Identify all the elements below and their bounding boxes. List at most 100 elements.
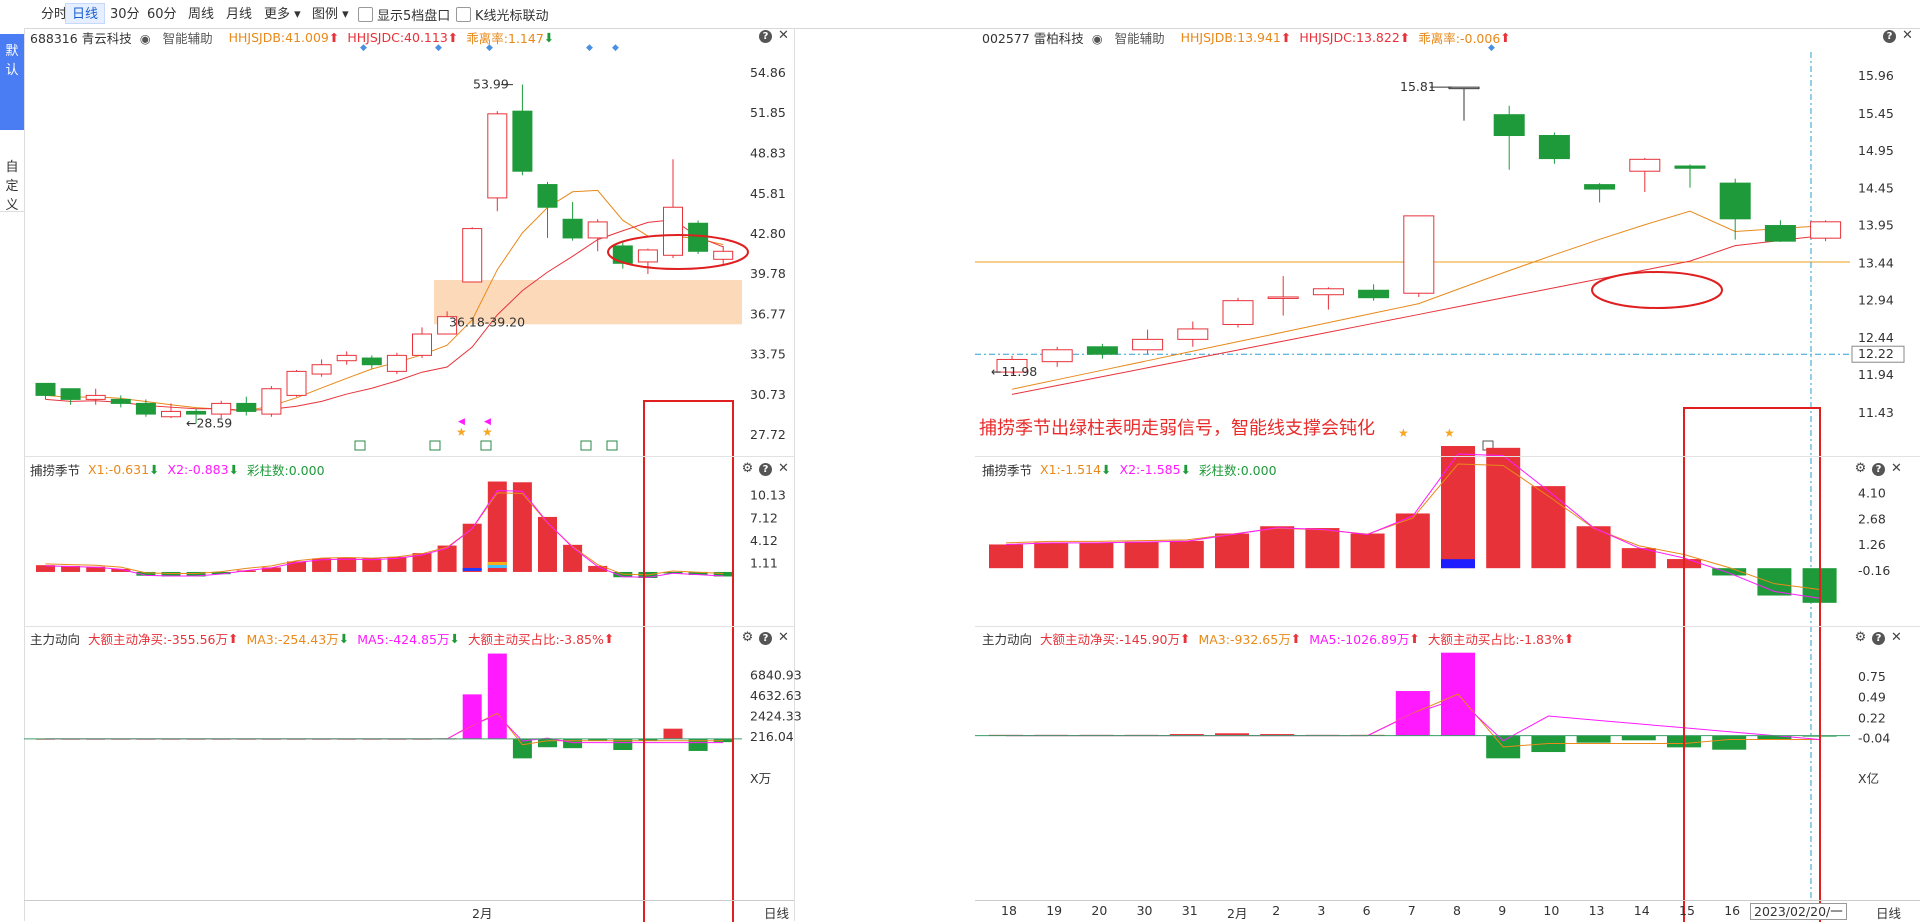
- season-bar: [989, 544, 1023, 569]
- close-icon[interactable]: ✕: [778, 461, 789, 476]
- sidebar-tab-custom[interactable]: 自定义: [0, 132, 24, 213]
- gear-icon[interactable]: ⚙: [1854, 630, 1867, 645]
- candle-body: [186, 410, 207, 415]
- date-axis-label: 14: [1633, 903, 1650, 918]
- divider: [975, 456, 1920, 457]
- season-axis-label: 2.68: [1858, 511, 1886, 526]
- right-assist-toggle[interactable]: ◉ 智能辅助: [1092, 28, 1173, 47]
- close-icon[interactable]: ✕: [1902, 28, 1913, 43]
- candle-body: [713, 250, 734, 260]
- up-arrow-icon: ⬆: [328, 29, 340, 45]
- event-marker-icon: ◆: [1488, 43, 1495, 53]
- right-price-header: 002577 雷柏科技 ◉ 智能辅助 HHJSJDB:13.941 ⬆ HHJSJ…: [982, 28, 1519, 46]
- cursor-price-box: [1851, 345, 1905, 363]
- ma-line-red: [45, 219, 724, 412]
- help-icon[interactable]: ?: [759, 30, 772, 43]
- flow-bar: [538, 738, 557, 748]
- flow-bar: [663, 728, 683, 739]
- kline-cursor-link-checkbox[interactable]: K线光标联动: [456, 5, 549, 24]
- season-bar: [663, 571, 683, 574]
- right-season-header: 捕捞季节 X1:-1.514 ⬇ X2:-1.585 ⬇ 彩柱数:0.000: [982, 460, 1285, 478]
- more-label: 更多: [264, 7, 291, 22]
- candle-body: [1177, 328, 1209, 340]
- chart-annotation: 捕捞季节出绿柱表明走弱信号，智能线支撑会钝化: [979, 418, 1375, 439]
- season-color-band: [462, 567, 482, 571]
- gear-icon[interactable]: ⚙: [741, 630, 754, 645]
- price-axis-label: 42.80: [750, 226, 786, 241]
- tab-60min[interactable]: 60分: [147, 7, 177, 22]
- season-bar: [161, 571, 181, 577]
- gear-icon[interactable]: ⚙: [1854, 461, 1867, 476]
- left-season-controls: ⚙? ✕: [736, 461, 790, 476]
- price-axis-label: 45.81: [750, 186, 786, 201]
- caret-down-icon: ▾: [342, 7, 349, 22]
- show-5-level-checkbox[interactable]: 显示5档盘口: [358, 5, 450, 24]
- flag-icon: ◀: [458, 417, 465, 427]
- left-price-header: 688316 青云科技 ◉ 智能辅助 HHJSJDB:41.009 ⬆ HHJSJ…: [30, 28, 562, 46]
- star-icon: ★: [1398, 426, 1409, 440]
- tab-30min[interactable]: 30分: [110, 7, 140, 22]
- date-axis-label: 18: [1001, 903, 1017, 918]
- price-axis-label: 15.96: [1858, 68, 1894, 83]
- left-flow-ma3: MA3:-254.43万: [246, 631, 339, 647]
- season-bar: [186, 571, 206, 577]
- tab-intraday[interactable]: 分时: [41, 7, 68, 22]
- season-axis-label: -0.16: [1858, 563, 1890, 578]
- left-flow-header: 主力动向 大额主动净买:-355.56万 ⬆ MA3:-254.43万 ⬇ MA5:…: [30, 629, 622, 647]
- flow-bar: [1757, 735, 1792, 740]
- candle-body: [512, 110, 533, 172]
- help-icon[interactable]: ?: [1872, 632, 1885, 645]
- season-bar: [287, 561, 306, 572]
- help-icon[interactable]: ?: [759, 632, 772, 645]
- legend-dropdown[interactable]: 图例 ▾: [305, 3, 356, 24]
- news-icon: [429, 440, 441, 451]
- news-icon: [480, 440, 492, 451]
- help-icon[interactable]: ?: [759, 463, 772, 476]
- right-period-label[interactable]: 日线: [1876, 906, 1902, 921]
- flow-unit-label: X亿: [1858, 771, 1879, 786]
- more-dropdown[interactable]: 更多 ▾: [257, 3, 308, 24]
- right-chart-panel-inner: 002577 雷柏科技 ◉ 智能辅助 HHJSJDB:13.941 ⬆ HHJSJ…: [975, 28, 1920, 922]
- left-stock-title[interactable]: 688316 青云科技: [30, 30, 132, 46]
- flow-bar: [1169, 734, 1204, 736]
- candle-body: [1810, 221, 1842, 239]
- candle-body: [1448, 86, 1480, 90]
- cursor-price-label: 12.22: [1858, 346, 1894, 361]
- tab-weekly[interactable]: 周线: [188, 7, 215, 22]
- close-icon[interactable]: ✕: [778, 630, 789, 645]
- event-marker-icon: ◆: [435, 43, 442, 53]
- left-assist-toggle[interactable]: ◉ 智能辅助: [140, 28, 221, 47]
- candle-body: [1041, 349, 1073, 363]
- candle-body: [336, 354, 357, 362]
- left-period-label[interactable]: 日线: [764, 906, 790, 921]
- help-icon[interactable]: ?: [1872, 463, 1885, 476]
- date-axis-label: 16: [1724, 903, 1741, 918]
- candle-body: [1493, 114, 1525, 137]
- candle-body: [562, 218, 583, 239]
- tab-daily[interactable]: 日线: [65, 3, 106, 24]
- flow-bar: [487, 653, 507, 739]
- close-icon[interactable]: ✕: [1891, 630, 1902, 645]
- close-icon[interactable]: ✕: [778, 28, 789, 43]
- candle-body: [261, 388, 282, 415]
- right-season-x1: X1:-1.514: [1040, 461, 1102, 477]
- left-chart-canvas[interactable]: 54.86 51.85 48.83 45.81 42.80 39.78 36.77 33.75…: [24, 28, 802, 922]
- gear-icon[interactable]: ⚙: [741, 461, 754, 476]
- left-flow-name: 主力动向: [30, 631, 81, 647]
- close-icon[interactable]: ✕: [1891, 461, 1902, 476]
- left-season-x1: X1:-0.631: [88, 461, 150, 477]
- dropdown-circle-icon: ◉: [139, 30, 151, 46]
- price-axis-label: 54.86: [750, 65, 786, 80]
- right-chart-canvas[interactable]: 15.96 15.45 14.95 14.45 13.95 13.44 12.94 12.44…: [975, 28, 1920, 922]
- right-stock-title[interactable]: 002577 雷柏科技: [982, 30, 1084, 46]
- up-arrow-icon: ⬆: [1409, 630, 1420, 646]
- sidebar-tab-default[interactable]: 默认: [0, 34, 24, 130]
- flow-bar: [1576, 735, 1611, 743]
- flow-bar: [563, 738, 583, 749]
- season-bar: [462, 523, 482, 572]
- event-marker-icon: ◆: [586, 43, 593, 53]
- tab-monthly[interactable]: 月线: [226, 7, 253, 22]
- candle-body: [161, 410, 181, 418]
- price-axis-label: 12.44: [1858, 330, 1894, 345]
- help-icon[interactable]: ?: [1883, 30, 1896, 43]
